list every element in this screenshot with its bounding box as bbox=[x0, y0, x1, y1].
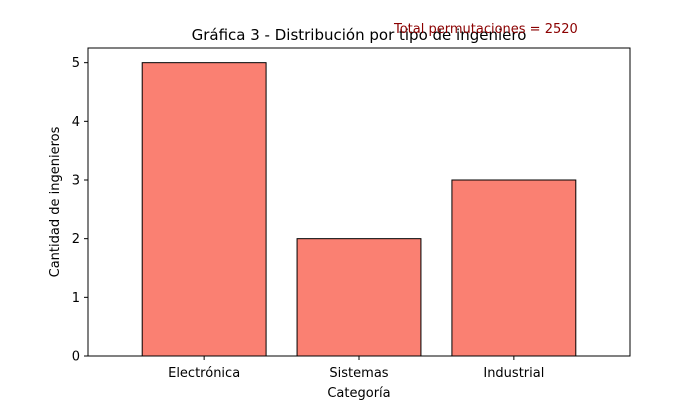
plot-frame bbox=[87, 47, 631, 357]
y-tick-label-3: 3 bbox=[72, 174, 80, 189]
y-axis-label: Cantidad de ingenieros bbox=[48, 126, 63, 277]
x-tick-label-0: Electrónica bbox=[168, 366, 240, 381]
y-tick-label-1: 1 bbox=[72, 291, 80, 306]
chart-title: Gráfica 3 - Distribución por tipo de ing… bbox=[192, 26, 527, 44]
total-permutations-annotation: Total permutaciones = 2520 bbox=[393, 22, 578, 37]
y-tick-label-0: 0 bbox=[72, 350, 80, 365]
x-ticks-group: Electrónica Sistemas Industrial bbox=[168, 356, 544, 381]
bar-2 bbox=[451, 179, 577, 357]
y-tick-label-5: 5 bbox=[72, 56, 80, 71]
bar-1 bbox=[296, 238, 422, 357]
x-tick-label-1: Sistemas bbox=[329, 366, 388, 381]
bar-0 bbox=[141, 62, 267, 357]
y-tick-label-4: 4 bbox=[72, 115, 80, 130]
x-axis-label: Categoría bbox=[327, 386, 390, 400]
y-tick-label-2: 2 bbox=[72, 232, 80, 247]
y-ticks-group: 0 1 2 3 4 5 bbox=[72, 56, 88, 365]
x-tick-label-2: Industrial bbox=[483, 366, 544, 381]
bars-group bbox=[141, 62, 577, 357]
